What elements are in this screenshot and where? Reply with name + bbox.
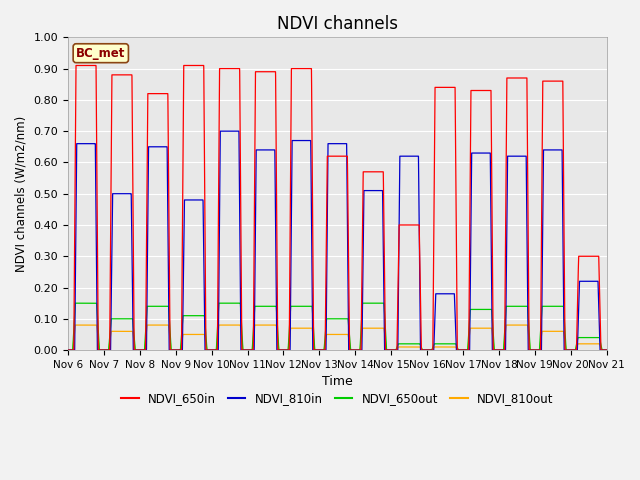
Text: BC_met: BC_met bbox=[76, 47, 125, 60]
Legend: NDVI_650in, NDVI_810in, NDVI_650out, NDVI_810out: NDVI_650in, NDVI_810in, NDVI_650out, NDV… bbox=[116, 387, 559, 410]
Y-axis label: NDVI channels (W/m2/nm): NDVI channels (W/m2/nm) bbox=[15, 116, 28, 272]
Title: NDVI channels: NDVI channels bbox=[277, 15, 398, 33]
X-axis label: Time: Time bbox=[322, 375, 353, 388]
